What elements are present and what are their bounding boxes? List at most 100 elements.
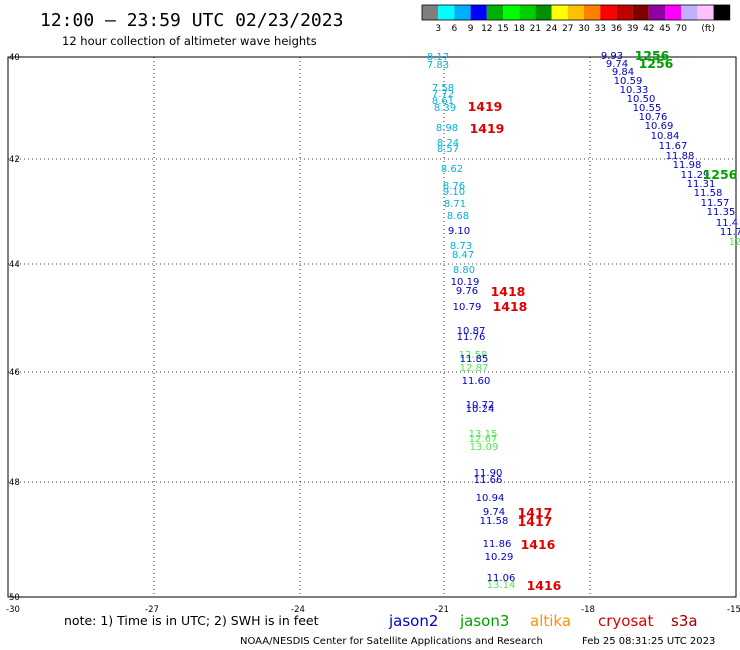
swh-value: 11.31 [687, 179, 716, 190]
page-title: 12:00 – 23:59 UTC 02/23/2023 [40, 10, 343, 31]
colorbar-swatch [600, 5, 617, 20]
colorbar-label: 45 [659, 24, 670, 34]
swh-value: 13.09 [470, 442, 499, 453]
legend-altika: altika [530, 612, 571, 630]
swh-value: 11.90 [474, 468, 503, 479]
swh-value: 7.72 [432, 89, 454, 100]
colorbar-label: 33 [594, 24, 605, 34]
pass-time: 1419 [470, 121, 505, 136]
swh-value: 11.88 [666, 151, 695, 162]
swh-value: 10.76 [639, 112, 668, 123]
pass-time: 1256 [639, 56, 674, 71]
colorbar-label: 18 [513, 24, 525, 34]
swh-value: 10.24 [466, 404, 495, 415]
credit-timestamp: Feb 25 08:31:25 UTC 2023 [582, 636, 715, 647]
colorbar-label: 42 [643, 24, 654, 34]
swh-value: 11.57 [701, 198, 730, 209]
swh-value: 8.24 [437, 138, 459, 149]
colorbar-label: 36 [611, 24, 623, 34]
swh-value: 8.39 [434, 103, 456, 114]
colorbar-swatch [697, 5, 714, 20]
credit-source: NOAA/NESDIS Center for Satellite Applica… [240, 636, 543, 647]
map-grid [7, 56, 737, 598]
colorbar-swatch [438, 5, 455, 20]
colorbar-swatch [470, 5, 487, 20]
swh-value: 12 [729, 237, 740, 248]
swh-value: 9.84 [612, 67, 634, 78]
swh-value: 11.58 [480, 516, 509, 527]
swh-value: 9.74 [483, 507, 505, 518]
swh-value: 10.19 [451, 277, 480, 288]
swh-value: 10.72 [466, 400, 495, 411]
colorbar-label: 30 [578, 24, 590, 34]
swh-value: 8.68 [447, 211, 469, 222]
colorbar-swatch [584, 5, 601, 20]
pass-time: 1417 [518, 505, 553, 520]
y-tick-label: 42 [9, 155, 20, 165]
colorbar-frame [421, 4, 731, 21]
colorbar-swatch [551, 5, 568, 20]
swh-value: 11.58 [694, 188, 723, 199]
colorbar-swatch [454, 5, 471, 20]
colorbar-swatch [535, 5, 552, 20]
swh-value: 12.67 [469, 434, 498, 445]
swh-value: 7.58 [432, 83, 454, 94]
y-tick-label: 46 [9, 368, 20, 378]
pass-time: 1256 [703, 167, 738, 182]
swh-value: 11.76 [457, 332, 486, 343]
swh-value: 11.35 [707, 207, 736, 218]
y-tick-label: 44 [9, 260, 20, 270]
colorbar-label: 27 [562, 24, 573, 34]
colorbar-swatch [665, 5, 682, 20]
swh-value: 11.66 [474, 475, 503, 486]
swh-value: 9.76 [456, 286, 478, 297]
swh-value: 10.33 [620, 85, 649, 96]
swh-value: 10.84 [651, 131, 680, 142]
colorbar-swatch [503, 5, 520, 20]
swh-value: 11.86 [483, 539, 512, 550]
swh-value: 13.15 [469, 429, 498, 440]
x-tick-label: -30 [6, 605, 20, 615]
swh-value: 9.74 [606, 59, 628, 70]
pass-time-labels: 1256125612561419141914181418141714171416… [468, 48, 738, 593]
pass-time: 1418 [493, 299, 528, 314]
swh-value: 10.55 [633, 103, 662, 114]
legend-jason2: jason2 [388, 612, 438, 630]
map-note: note: 1) Time is in UTC; 2) SWH is in fe… [64, 613, 319, 628]
legend-jason3: jason3 [459, 612, 509, 630]
colorbar-label: 15 [497, 24, 508, 34]
colorbar-label: 6 [452, 24, 458, 34]
colorbar-label: 39 [627, 24, 639, 34]
swh-value: 8.47 [452, 250, 474, 261]
swh-value: 11.29 [681, 170, 710, 181]
colorbar-label: 9 [468, 24, 474, 34]
axis-tick-labels: -30 -27 -24 -21 -18 -15 40 42 44 46 48 50 [6, 53, 740, 615]
y-tick-label: 50 [9, 593, 20, 603]
colorbar-swatch [681, 5, 698, 20]
swh-value: 10.69 [645, 121, 674, 132]
swh-value: 11.67 [659, 141, 688, 152]
y-tick-label: 48 [9, 478, 20, 488]
colorbar-label: 12 [481, 24, 492, 34]
legend-cryosat: cryosat [598, 612, 653, 630]
colorbar-swatch [519, 5, 536, 20]
swh-value: 8.62 [441, 164, 463, 175]
swh-value: 10.29 [485, 552, 514, 563]
colorbar-label: 24 [546, 24, 558, 34]
swh-value: 12.87 [460, 363, 489, 374]
map-frame [7, 56, 737, 598]
swh-value: 8.17 [427, 52, 449, 63]
colorbar-swatch [567, 5, 584, 20]
swh-value: 11.98 [673, 160, 702, 171]
colorbar-unit: (ft) [701, 24, 715, 34]
pass-time: 1416 [527, 578, 562, 593]
swh-value: 8.73 [450, 241, 472, 252]
pass-time: 1419 [468, 99, 503, 114]
swh-value: 11.85 [460, 354, 489, 365]
colorbar-swatch [648, 5, 665, 20]
x-tick-label: -24 [291, 605, 305, 615]
satellite-legend: jason2 jason3 altika cryosat s3a [388, 612, 698, 630]
observation-labels: 8.177.83 7.587.728.618.39 8.98 8.248.57 8.62… [427, 51, 740, 591]
